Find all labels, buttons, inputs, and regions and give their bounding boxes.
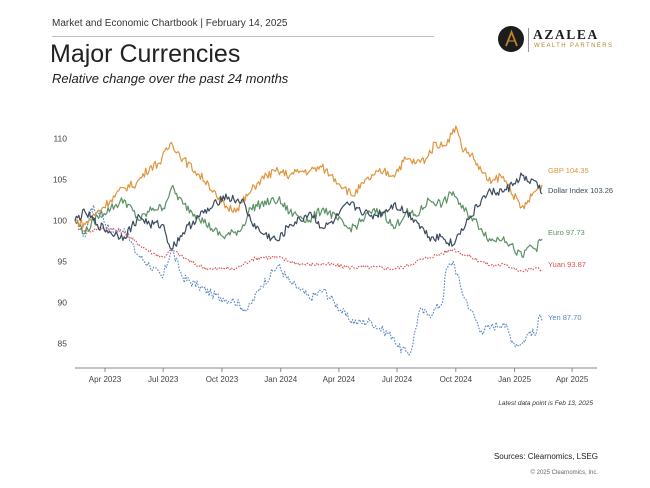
sources-note: Sources: Clearnomics, LSEG <box>493 452 598 461</box>
y-tick-label: 90 <box>58 297 68 307</box>
y-tick-label: 95 <box>58 256 68 266</box>
x-tick-label: Apr 2023 <box>89 375 122 384</box>
x-tick-label: Jan 2025 <box>498 375 531 384</box>
x-tick-label: Jul 2024 <box>382 375 413 384</box>
series-line-euro <box>74 184 543 258</box>
x-tick-label: Jul 2023 <box>148 375 179 384</box>
end-label-gbp: GBP 104.35 <box>548 166 589 175</box>
x-tick-label: Apr 2025 <box>556 375 589 384</box>
logo-name: AZALEA <box>533 27 599 42</box>
header-divider <box>52 36 434 37</box>
series-line-yuan <box>74 220 543 273</box>
copyright-note: © 2025 Clearnomics, Inc. <box>530 470 598 476</box>
logo-mark-icon <box>498 26 524 52</box>
y-tick-label: 85 <box>58 338 68 348</box>
logo-tagline: WEALTH PARTNERS <box>534 43 614 49</box>
logo-divider <box>528 28 529 52</box>
azalea-logo: AZALEA WEALTH PARTNERS <box>498 26 628 54</box>
end-label-yuan: Yuan 93.87 <box>548 260 586 269</box>
chartbook-header: Market and Economic Chartbook | February… <box>52 18 288 29</box>
y-tick-label: 110 <box>53 133 67 143</box>
end-label-euro: Euro 97.73 <box>548 228 585 237</box>
series-line-gbp <box>74 125 543 229</box>
x-tick-label: Apr 2024 <box>323 375 356 384</box>
series-line-dollar-index <box>74 172 543 250</box>
series-line-yen <box>74 204 543 356</box>
x-tick-label: Oct 2023 <box>206 375 239 384</box>
page-subtitle: Relative change over the past 24 months <box>52 71 289 86</box>
y-tick-label: 100 <box>53 215 67 225</box>
latest-data-footnote: Latest data point is Feb 13, 2025 <box>498 400 593 407</box>
y-tick-label: 105 <box>53 174 67 184</box>
page-title: Major Currencies <box>50 40 241 68</box>
end-label-yen: Yen 87.70 <box>548 313 582 322</box>
end-label-dollar-index: Dollar Index 103.26 <box>548 186 613 195</box>
x-tick-label: Jan 2024 <box>264 375 297 384</box>
x-tick-label: Oct 2024 <box>440 375 473 384</box>
